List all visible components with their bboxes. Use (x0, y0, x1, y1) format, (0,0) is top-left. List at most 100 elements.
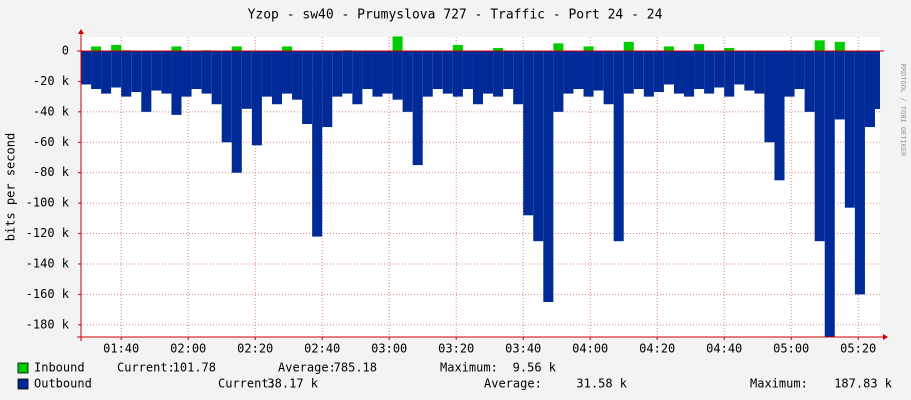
area-step (171, 50, 182, 115)
area-step (412, 50, 423, 166)
area-step (493, 50, 504, 97)
area-step (553, 43, 564, 51)
area-step (563, 50, 574, 94)
area-step (111, 50, 122, 88)
area-step (834, 41, 845, 51)
y-tick-label: -100 k (26, 196, 70, 210)
y-tick-label: -40 k (33, 104, 70, 118)
x-tick-label: 02:00 (170, 342, 206, 356)
y-tick-label: -140 k (26, 256, 70, 270)
area-step (483, 50, 494, 94)
area-step (302, 50, 313, 125)
area-step (91, 46, 102, 51)
area-step (623, 50, 634, 94)
area-step (352, 50, 363, 105)
area-step (422, 50, 433, 97)
area-step (754, 50, 765, 94)
area-step (583, 50, 594, 97)
area-step (191, 50, 202, 90)
x-tick-label: 05:20 (840, 342, 876, 356)
area-step (573, 50, 584, 90)
area-step (663, 46, 674, 51)
x-arrow (883, 334, 888, 340)
side-note: RRDTOOL / TOBI OETIKER (899, 64, 907, 158)
area-step (362, 50, 373, 90)
area-step (724, 47, 735, 51)
legend-stat-label: Average: (484, 377, 542, 391)
legend-stat-label: Current: (117, 361, 175, 375)
area-step (131, 50, 142, 93)
area-step (472, 50, 484, 105)
area-step (493, 47, 504, 51)
y-tick-label: -180 k (26, 317, 70, 331)
area-step (844, 50, 855, 208)
legend-stat-value: 31.58 k (576, 377, 627, 391)
area-step (332, 50, 343, 97)
area-step (593, 50, 604, 91)
legend-stat-label: Current: (218, 377, 276, 391)
area-step (292, 50, 303, 100)
legend-stat-value: 9.56 k (513, 361, 557, 375)
area-step (804, 50, 815, 112)
area-step (623, 41, 634, 51)
area-step (141, 50, 152, 112)
x-tick-label: 01:40 (103, 342, 139, 356)
area-step (523, 50, 534, 216)
y-tick-label: -20 k (33, 74, 70, 88)
area-step (734, 50, 745, 85)
area-step (774, 50, 785, 181)
area-step (633, 50, 644, 90)
area-step (824, 50, 835, 337)
y-tick-label: -60 k (33, 135, 70, 149)
area-step (402, 50, 413, 112)
y-tick-label: -80 k (33, 165, 70, 179)
area-step (643, 50, 654, 97)
area-step (101, 50, 112, 94)
area-step (673, 50, 685, 94)
area-step (694, 44, 705, 51)
area-step (251, 50, 262, 146)
area-step (724, 50, 735, 97)
x-tick-label: 04:40 (706, 342, 742, 356)
area-step (452, 50, 463, 97)
area-step (231, 46, 242, 51)
area-step (874, 50, 880, 110)
x-tick-label: 03:40 (505, 342, 541, 356)
area-step (583, 46, 594, 51)
area-step (653, 50, 664, 93)
legend-label: Inbound (34, 361, 85, 375)
legend: Inbound Current:101.78 Average: 785.18 Maxim… (17, 361, 893, 391)
area-step (372, 50, 383, 97)
area-step (81, 50, 92, 85)
area-step (201, 50, 212, 94)
area-step (513, 50, 524, 105)
area-step (261, 50, 272, 97)
area-step (784, 50, 795, 97)
area-step (161, 50, 172, 94)
x-tick-label: 05:00 (773, 342, 809, 356)
legend-label: Outbound (34, 377, 92, 391)
x-tick-label: 03:00 (371, 342, 407, 356)
area-step (613, 50, 624, 242)
area-step (241, 50, 252, 109)
area-step (854, 50, 865, 295)
legend-stat-value: 785.18 (334, 361, 377, 375)
area-step (533, 50, 544, 242)
area-step (462, 50, 473, 90)
x-tick-label: 04:20 (639, 342, 675, 356)
area-step (221, 50, 232, 143)
x-tick-label: 02:40 (304, 342, 340, 356)
legend-stat-value: 101.78 (173, 361, 216, 375)
area-step (282, 46, 293, 51)
area-step (704, 50, 715, 94)
legend-stat-value: 187.83 k (834, 377, 893, 391)
area-step (814, 40, 825, 51)
area-step (543, 50, 554, 303)
area-step (392, 36, 403, 51)
y-tick-label: -120 k (26, 226, 70, 240)
area-step (91, 50, 102, 90)
legend-stat-label: Maximum: (750, 377, 808, 391)
area-step (814, 50, 825, 242)
area-step (111, 44, 122, 51)
area-step (432, 50, 443, 90)
